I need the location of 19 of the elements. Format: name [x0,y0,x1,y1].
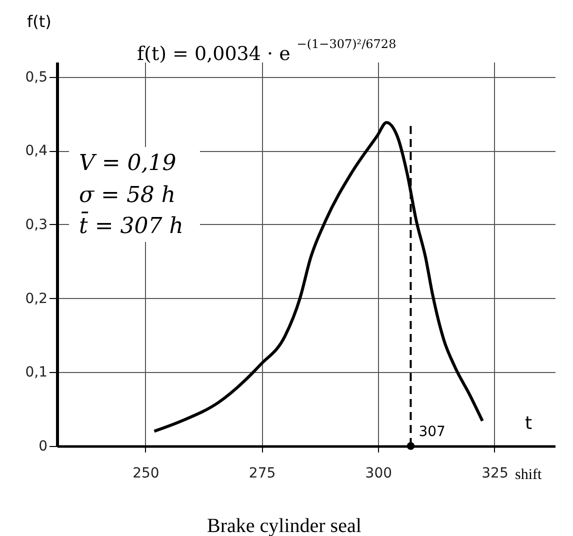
annotation: V = 0,19 [79,151,176,176]
y-tick-label: 0,2 [25,290,48,307]
x-axis-title: t [525,413,532,434]
text: shift [515,467,542,483]
y-tick-label: 0,4 [25,143,48,160]
y-tick-label: 0 [38,438,48,454]
text: Brake cylinder seal [207,515,362,536]
y-tick-label: 0,1 [25,364,48,381]
chart-title: f(t) = 0,0034 · e−(1−307)²/6728 [137,37,396,65]
annotation: σ = 58 h [79,183,176,208]
y-tick-label: 0,3 [25,216,48,233]
ref-line-label: 307 [418,424,446,440]
x-tick-label: 275 [248,466,276,482]
annotation: t̄ = 307 h [79,211,184,239]
x-tick-label: 250 [132,466,160,482]
y-tick-label: 0,5 [25,69,48,86]
x-tick-label: 325 [482,466,508,482]
y-axis-title: f(t) [27,12,52,31]
x-tick-label: 300 [365,466,392,482]
